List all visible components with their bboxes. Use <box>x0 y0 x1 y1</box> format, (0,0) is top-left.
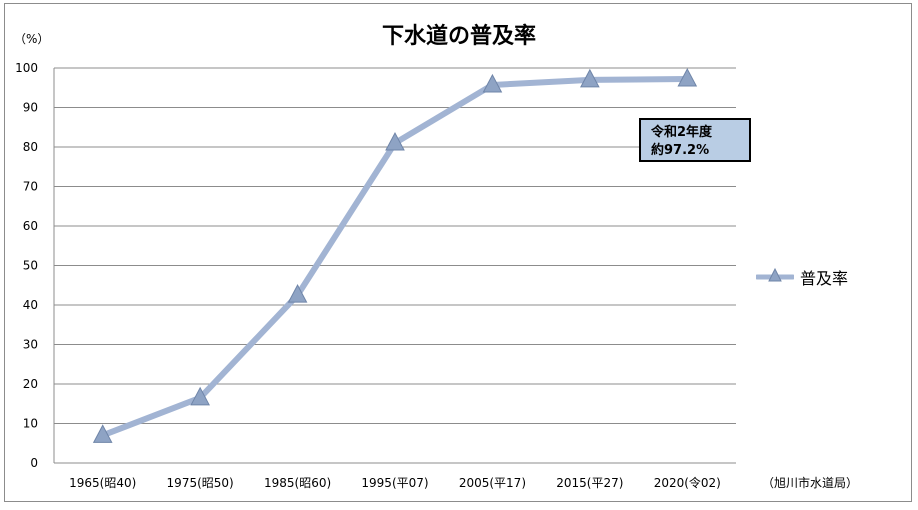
legend-label: 普及率 <box>800 269 849 288</box>
x-tick-label: 1965(昭40) <box>69 476 136 490</box>
data-point-2 <box>287 284 308 303</box>
y-tick-label: 80 <box>23 140 38 154</box>
annotation-line1: 令和2年度 <box>651 125 713 140</box>
x-tick-label: 2020(令02) <box>654 475 721 490</box>
data-point-0 <box>92 424 113 443</box>
y-tick-label: 10 <box>23 417 38 431</box>
y-tick-label: 70 <box>23 180 38 194</box>
source-note: （旭川市水道局） <box>762 476 859 490</box>
data-point-6 <box>677 67 698 87</box>
x-tick-label: 2005(平17) <box>459 476 526 490</box>
x-tick-label: 1995(平07) <box>361 476 428 490</box>
annotation-line2: 約97.2% <box>651 143 710 158</box>
y-tick-label: 0 <box>30 456 38 470</box>
x-tick-label: 1975(昭50) <box>167 476 234 490</box>
legend: 普及率 <box>756 266 848 288</box>
data-point-1 <box>190 386 210 406</box>
y-tick-label: 60 <box>23 219 38 233</box>
x-tick-label: 2015(平27) <box>556 476 623 490</box>
x-tick-label: 1985(昭60) <box>264 476 331 490</box>
gridlines <box>53 67 736 464</box>
y-tick-labels: 0 10 20 30 40 50 60 70 80 90 100 <box>15 61 38 470</box>
legend-swatch <box>756 267 794 282</box>
annotation-callout: 令和2年度 約97.2% <box>639 118 751 162</box>
y-axis-unit-label: （%） <box>14 32 50 46</box>
data-point-3 <box>385 131 405 151</box>
chart-frame <box>4 3 912 502</box>
y-tick-label: 100 <box>15 61 38 75</box>
y-tick-label: 50 <box>23 259 38 273</box>
chart-title: 下水道の普及率 <box>381 24 536 49</box>
data-point-5 <box>580 68 600 88</box>
y-tick-label: 20 <box>23 377 38 391</box>
y-tick-label: 30 <box>23 338 38 352</box>
y-tick-label: 40 <box>23 298 38 312</box>
y-tick-label: 90 <box>23 101 38 115</box>
data-point-4 <box>482 73 503 93</box>
x-tick-labels: 1965(昭40) 1975(昭50) 1985(昭60) 1995(平07) 2005… <box>69 475 721 490</box>
series-markers <box>92 67 698 443</box>
